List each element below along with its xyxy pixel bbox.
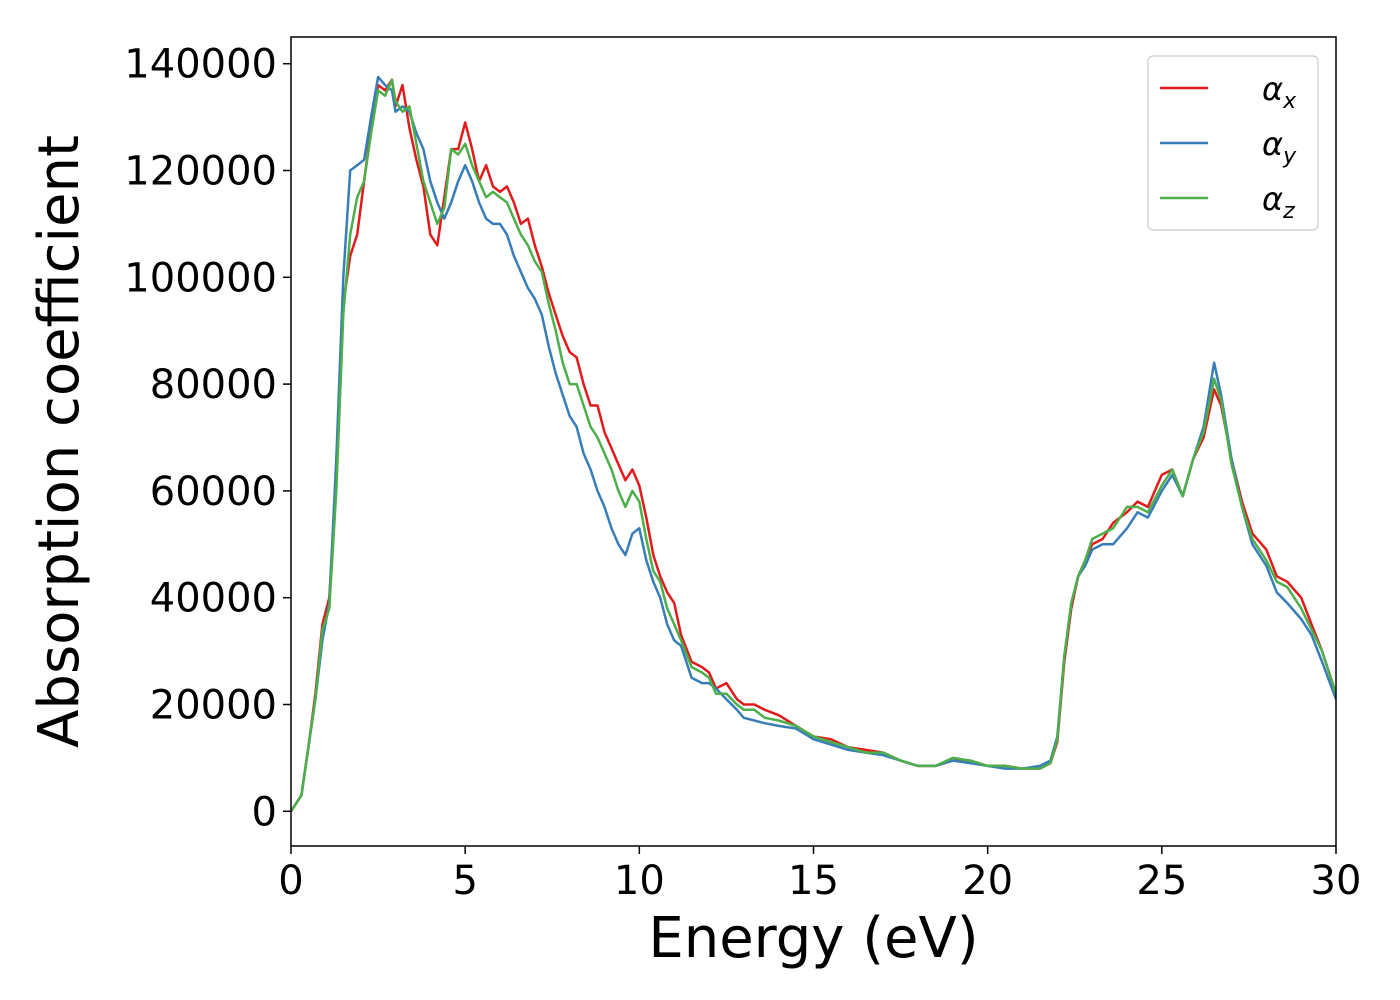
x-tick-label: 5 (452, 858, 477, 904)
series-line-y (291, 75, 1336, 812)
legend-entry-y: αy (1262, 125, 1297, 169)
x-tick-label: 20 (962, 858, 1013, 904)
x-axis-ticks: 0 5 10 15 20 25 30 (278, 846, 1361, 904)
legend-entry-z: αz (1262, 180, 1295, 224)
legend: αx αy αz (1147, 55, 1319, 231)
series-line-z (291, 78, 1336, 812)
y-axis-label: Absorption coefficient (27, 135, 92, 748)
series-layer (291, 75, 1336, 812)
y-tick-label: 40000 (150, 576, 277, 622)
y-tick-label: 100000 (124, 255, 277, 301)
y-tick-label: 120000 (124, 148, 277, 194)
x-axis-label: Energy (eV) (648, 906, 978, 971)
legend-box (1147, 55, 1319, 231)
legend-entry-x: αx (1262, 70, 1297, 114)
y-tick-label: 0 (252, 789, 277, 835)
series-line-x (291, 78, 1336, 812)
y-axis-ticks: 0 20000 40000 60000 80000 100000 120000 140000 (124, 42, 291, 835)
x-tick-label: 25 (1136, 858, 1187, 904)
y-tick-label: 60000 (150, 469, 277, 515)
y-tick-label: 140000 (124, 42, 277, 88)
x-tick-label: 0 (278, 858, 303, 904)
y-tick-label: 80000 (150, 362, 277, 408)
y-tick-label: 20000 (150, 682, 277, 728)
x-tick-label: 15 (788, 858, 839, 904)
x-tick-label: 10 (614, 858, 665, 904)
x-tick-label: 30 (1311, 858, 1362, 904)
